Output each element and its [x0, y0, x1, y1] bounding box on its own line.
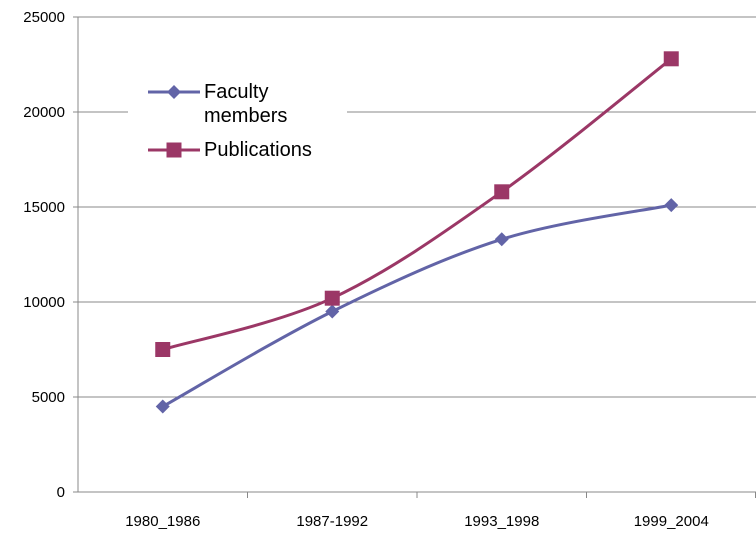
legend-marker: [166, 142, 182, 158]
y-tick-label: 0: [57, 484, 65, 501]
data-point: [155, 342, 171, 357]
y-tick-label: 10000: [23, 294, 65, 311]
legend-marker: [167, 85, 181, 99]
legend: Faculty members Publications: [128, 76, 347, 176]
data-point: [325, 304, 340, 319]
data-point: [155, 399, 170, 414]
series-line: [162, 203, 672, 408]
x-tick-label: 1993_1998: [464, 513, 539, 530]
legend-item: Publications: [148, 138, 334, 162]
series-line: [162, 57, 673, 351]
y-tick-label: 20000: [23, 104, 65, 121]
legend-item: Faculty members: [148, 80, 334, 128]
x-tick-label: 1999_2004: [634, 513, 709, 530]
data-point: [494, 184, 510, 200]
y-tick-label: 25000: [23, 9, 65, 26]
x-tick-label: 1980_1986: [125, 513, 200, 530]
data-point: [324, 290, 340, 306]
data-point: [664, 198, 679, 213]
data-point: [494, 232, 509, 247]
x-tick-label: 1987-1992: [296, 513, 368, 530]
y-tick-label: 15000: [23, 199, 65, 216]
legend-label: Publications: [204, 139, 312, 161]
data-point: [663, 51, 679, 67]
legend-label: Faculty members: [204, 81, 288, 127]
legend-swatch: [148, 142, 200, 158]
legend-swatch: [148, 85, 200, 99]
y-tick-label: 5000: [32, 389, 65, 406]
